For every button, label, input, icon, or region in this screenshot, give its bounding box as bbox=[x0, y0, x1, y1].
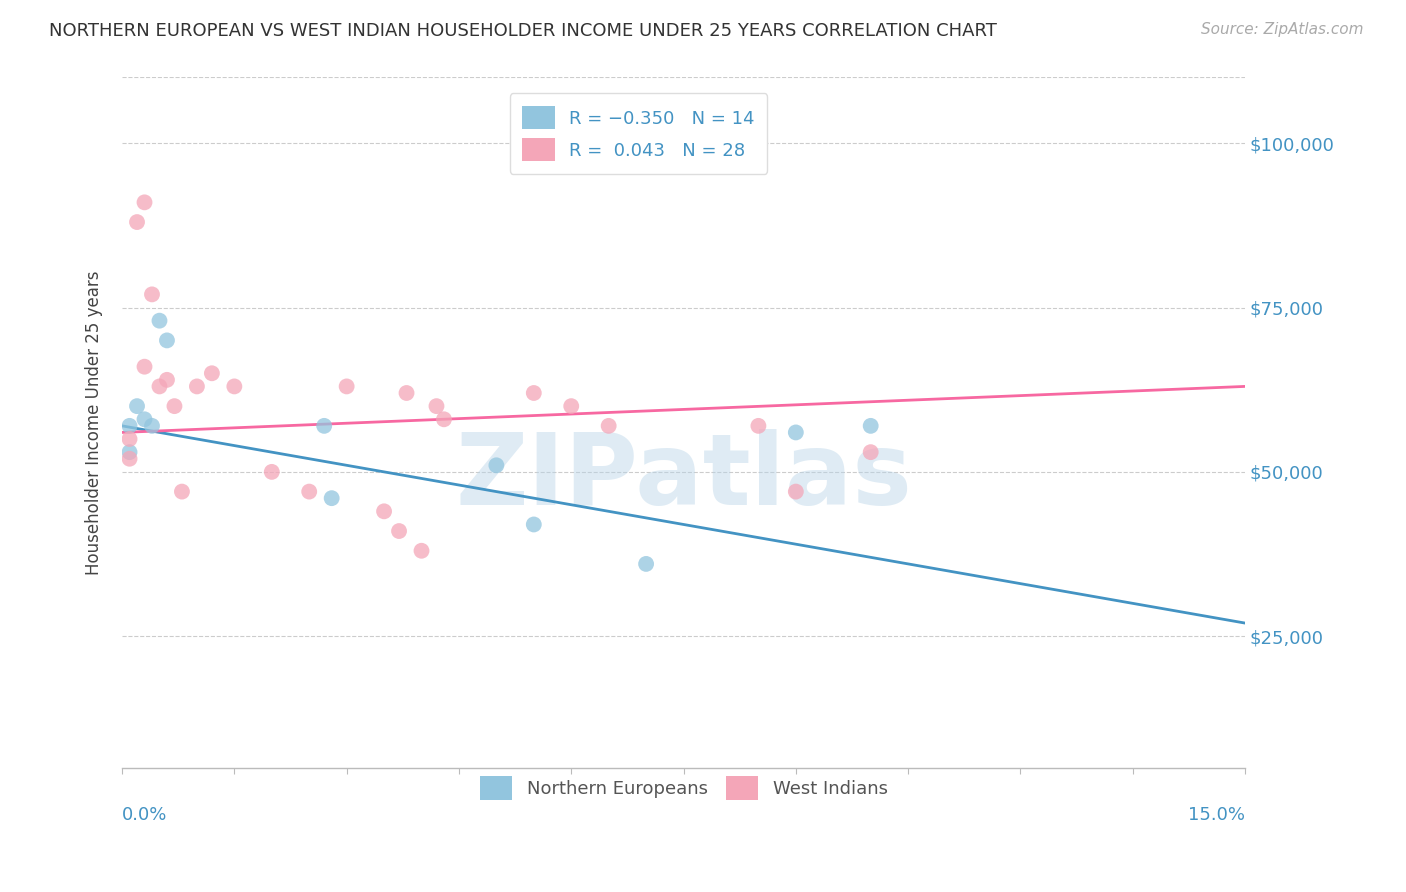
Text: Source: ZipAtlas.com: Source: ZipAtlas.com bbox=[1201, 22, 1364, 37]
Point bbox=[485, 458, 508, 473]
Point bbox=[321, 491, 343, 505]
Point bbox=[163, 399, 186, 413]
Point bbox=[118, 445, 141, 459]
Point bbox=[118, 418, 141, 433]
Point bbox=[785, 484, 807, 499]
Point bbox=[125, 399, 148, 413]
Point bbox=[523, 386, 546, 401]
Point bbox=[336, 379, 359, 393]
Point bbox=[170, 484, 193, 499]
Point bbox=[373, 504, 395, 518]
Point bbox=[134, 359, 156, 374]
Point bbox=[433, 412, 456, 426]
Point bbox=[186, 379, 208, 393]
Y-axis label: Householder Income Under 25 years: Householder Income Under 25 years bbox=[86, 270, 103, 574]
Point bbox=[201, 366, 224, 380]
Legend: Northern Europeans, West Indians: Northern Europeans, West Indians bbox=[468, 765, 898, 811]
Point bbox=[636, 557, 658, 571]
Point bbox=[425, 399, 447, 413]
Point bbox=[141, 287, 163, 301]
Text: 0.0%: 0.0% bbox=[122, 805, 167, 823]
Point bbox=[224, 379, 246, 393]
Point bbox=[388, 524, 411, 538]
Point bbox=[141, 418, 163, 433]
Point bbox=[118, 451, 141, 466]
Point bbox=[134, 412, 156, 426]
Point bbox=[859, 418, 882, 433]
Point bbox=[859, 445, 882, 459]
Text: 15.0%: 15.0% bbox=[1188, 805, 1246, 823]
Point bbox=[134, 195, 156, 210]
Point bbox=[523, 517, 546, 532]
Point bbox=[125, 215, 148, 229]
Point bbox=[785, 425, 807, 440]
Point bbox=[156, 334, 179, 348]
Point bbox=[260, 465, 283, 479]
Point bbox=[395, 386, 418, 401]
Point bbox=[560, 399, 582, 413]
Text: ZIPatlas: ZIPatlas bbox=[456, 429, 912, 526]
Point bbox=[747, 418, 769, 433]
Point bbox=[411, 543, 433, 558]
Point bbox=[298, 484, 321, 499]
Point bbox=[156, 373, 179, 387]
Point bbox=[314, 418, 336, 433]
Point bbox=[148, 314, 170, 328]
Point bbox=[598, 418, 620, 433]
Point bbox=[118, 432, 141, 446]
Point bbox=[148, 379, 170, 393]
Text: NORTHERN EUROPEAN VS WEST INDIAN HOUSEHOLDER INCOME UNDER 25 YEARS CORRELATION C: NORTHERN EUROPEAN VS WEST INDIAN HOUSEHO… bbox=[49, 22, 997, 40]
